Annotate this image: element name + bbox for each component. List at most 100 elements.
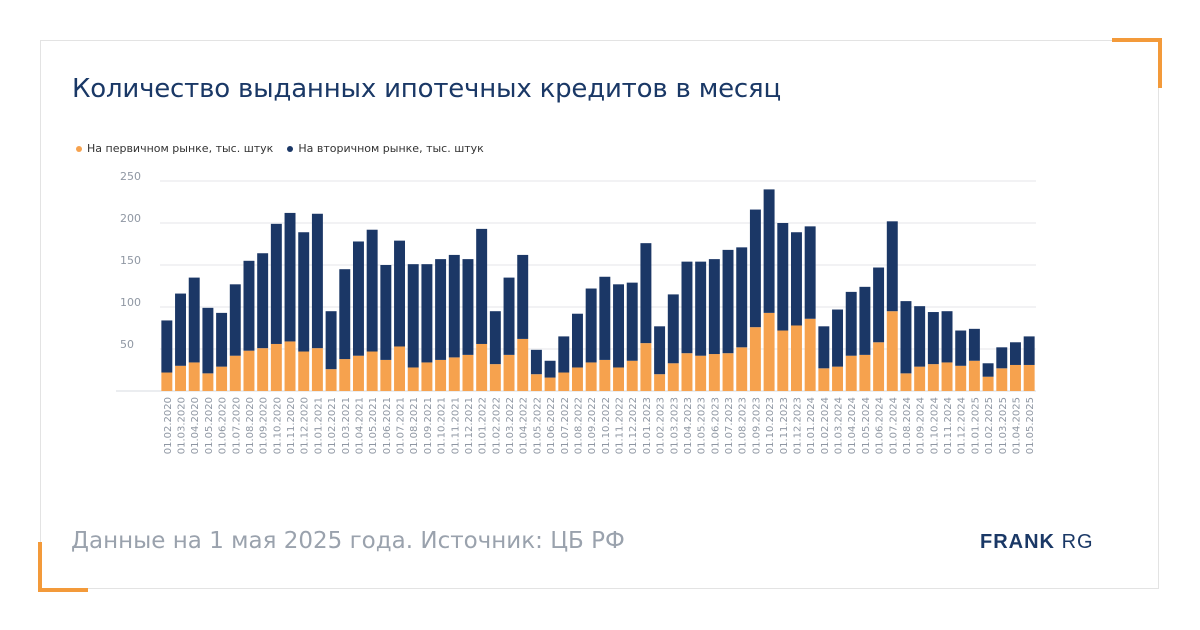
bar-primary-market [476, 343, 488, 391]
bar-primary-market [859, 354, 871, 391]
bar-primary-market [489, 364, 501, 391]
bar-secondary-market [982, 363, 994, 377]
x-tick-label: 01.10.2024 [929, 397, 940, 454]
bar-secondary-market [571, 313, 583, 368]
bar-primary-market [818, 368, 830, 391]
bar-primary-market [708, 354, 720, 391]
bar-primary-market [284, 341, 296, 391]
bar-primary-market [722, 353, 734, 391]
bar-primary-market [749, 327, 761, 391]
bar-secondary-market [421, 264, 433, 363]
bar-secondary-market [763, 189, 775, 313]
corner-accent-top-right [1112, 38, 1162, 42]
bar-primary-market [366, 351, 378, 391]
bar-primary-market [435, 359, 447, 391]
source-note: Данные на 1 мая 2025 года. Источник: ЦБ … [71, 528, 625, 554]
bar-primary-market [298, 351, 310, 391]
bar-secondary-market [257, 253, 269, 349]
chart-title: Количество выданных ипотечных кредитов в… [72, 74, 781, 104]
x-tick-label: 01.11.2021 [450, 397, 461, 454]
bar-secondary-market [859, 286, 871, 355]
bar-secondary-market [517, 254, 529, 339]
x-tick-label: 01.12.2023 [792, 397, 803, 454]
bar-secondary-market [640, 243, 652, 344]
x-tick-label: 01.02.2025 [984, 397, 995, 454]
bar-primary-market [681, 353, 693, 391]
x-tick-label: 01.10.2023 [765, 397, 776, 454]
bar-primary-market [968, 360, 980, 391]
bar-secondary-market [996, 347, 1008, 369]
chart-legend: На первичном рынке, тыс. штук На вторичн… [76, 142, 484, 155]
x-tick-label: 01.06.2022 [546, 397, 557, 454]
bar-secondary-market [476, 228, 488, 344]
x-tick-label: 01.08.2024 [902, 397, 913, 454]
x-tick-label: 01.06.2021 [382, 397, 393, 454]
x-tick-label: 01.08.2020 [245, 397, 256, 454]
bar-primary-market [243, 350, 255, 391]
bar-secondary-market [585, 288, 597, 363]
x-tick-label: 01.04.2022 [519, 397, 530, 454]
bar-primary-market [188, 362, 200, 391]
x-tick-label: 01.05.2023 [697, 397, 708, 454]
bar-secondary-market [462, 259, 474, 355]
bar-secondary-market [626, 282, 638, 361]
bar-primary-market [804, 318, 816, 391]
x-tick-label: 01.03.2023 [669, 397, 680, 454]
bar-secondary-market [394, 240, 406, 347]
bar-primary-market [900, 373, 912, 391]
x-tick-label: 01.10.2021 [437, 397, 448, 454]
bar-secondary-market [366, 229, 378, 352]
x-tick-label: 01.06.2024 [875, 397, 886, 454]
x-tick-label: 01.07.2020 [231, 397, 242, 454]
bar-primary-market [996, 368, 1008, 391]
bar-primary-market [311, 348, 323, 391]
x-tick-label: 01.07.2022 [560, 397, 571, 454]
x-tick-label: 01.03.2021 [341, 397, 352, 454]
x-tick-label: 01.07.2023 [724, 397, 735, 454]
x-tick-label: 01.08.2023 [738, 397, 749, 454]
bar-primary-market [544, 377, 556, 391]
bar-secondary-market [435, 259, 447, 360]
bar-secondary-market [873, 267, 885, 343]
x-tick-label: 01.07.2021 [396, 397, 407, 454]
bar-primary-market [736, 347, 748, 391]
bar-secondary-market [695, 261, 707, 356]
bar-secondary-market [284, 212, 296, 342]
x-tick-label: 01.01.2023 [642, 397, 653, 454]
bar-primary-market [380, 359, 392, 391]
bar-primary-market [339, 359, 351, 391]
x-tick-label: 01.02.2020 [163, 397, 174, 454]
bar-secondary-market [654, 326, 666, 375]
bar-primary-market [599, 359, 611, 391]
bar-secondary-market [722, 249, 734, 354]
x-tick-label: 01.01.2021 [313, 397, 324, 454]
x-tick-label: 01.11.2023 [779, 397, 790, 454]
bar-secondary-market [941, 311, 953, 363]
x-tick-label: 01.01.2024 [806, 397, 817, 454]
bar-secondary-market [448, 254, 460, 358]
bar-secondary-market [708, 259, 720, 355]
bar-secondary-market [530, 349, 542, 375]
bar-secondary-market [886, 221, 898, 312]
bar-primary-market [640, 343, 652, 391]
x-tick-label: 01.05.2021 [368, 397, 379, 454]
bar-primary-market [530, 374, 542, 391]
x-tick-label: 01.11.2022 [615, 397, 626, 454]
bar-secondary-market [681, 261, 693, 354]
brand-logo: FRANK RG [980, 531, 1094, 553]
bar-secondary-market [352, 241, 364, 356]
bar-secondary-market [968, 328, 980, 361]
x-tick-label: 01.08.2022 [573, 397, 584, 454]
legend-item-secondary: На вторичном рынке, тыс. штук [287, 142, 484, 155]
x-tick-label: 01.04.2024 [847, 397, 858, 454]
bar-primary-market [352, 355, 364, 391]
bar-primary-market [175, 365, 187, 391]
x-tick-label: 01.04.2023 [683, 397, 694, 454]
bar-primary-market [571, 367, 583, 391]
x-tick-label: 01.02.2023 [656, 397, 667, 454]
bar-primary-market [790, 325, 802, 391]
bar-primary-market [1009, 364, 1021, 391]
bar-secondary-market [407, 264, 419, 368]
bar-primary-market [216, 366, 228, 391]
bar-primary-market [941, 362, 953, 391]
